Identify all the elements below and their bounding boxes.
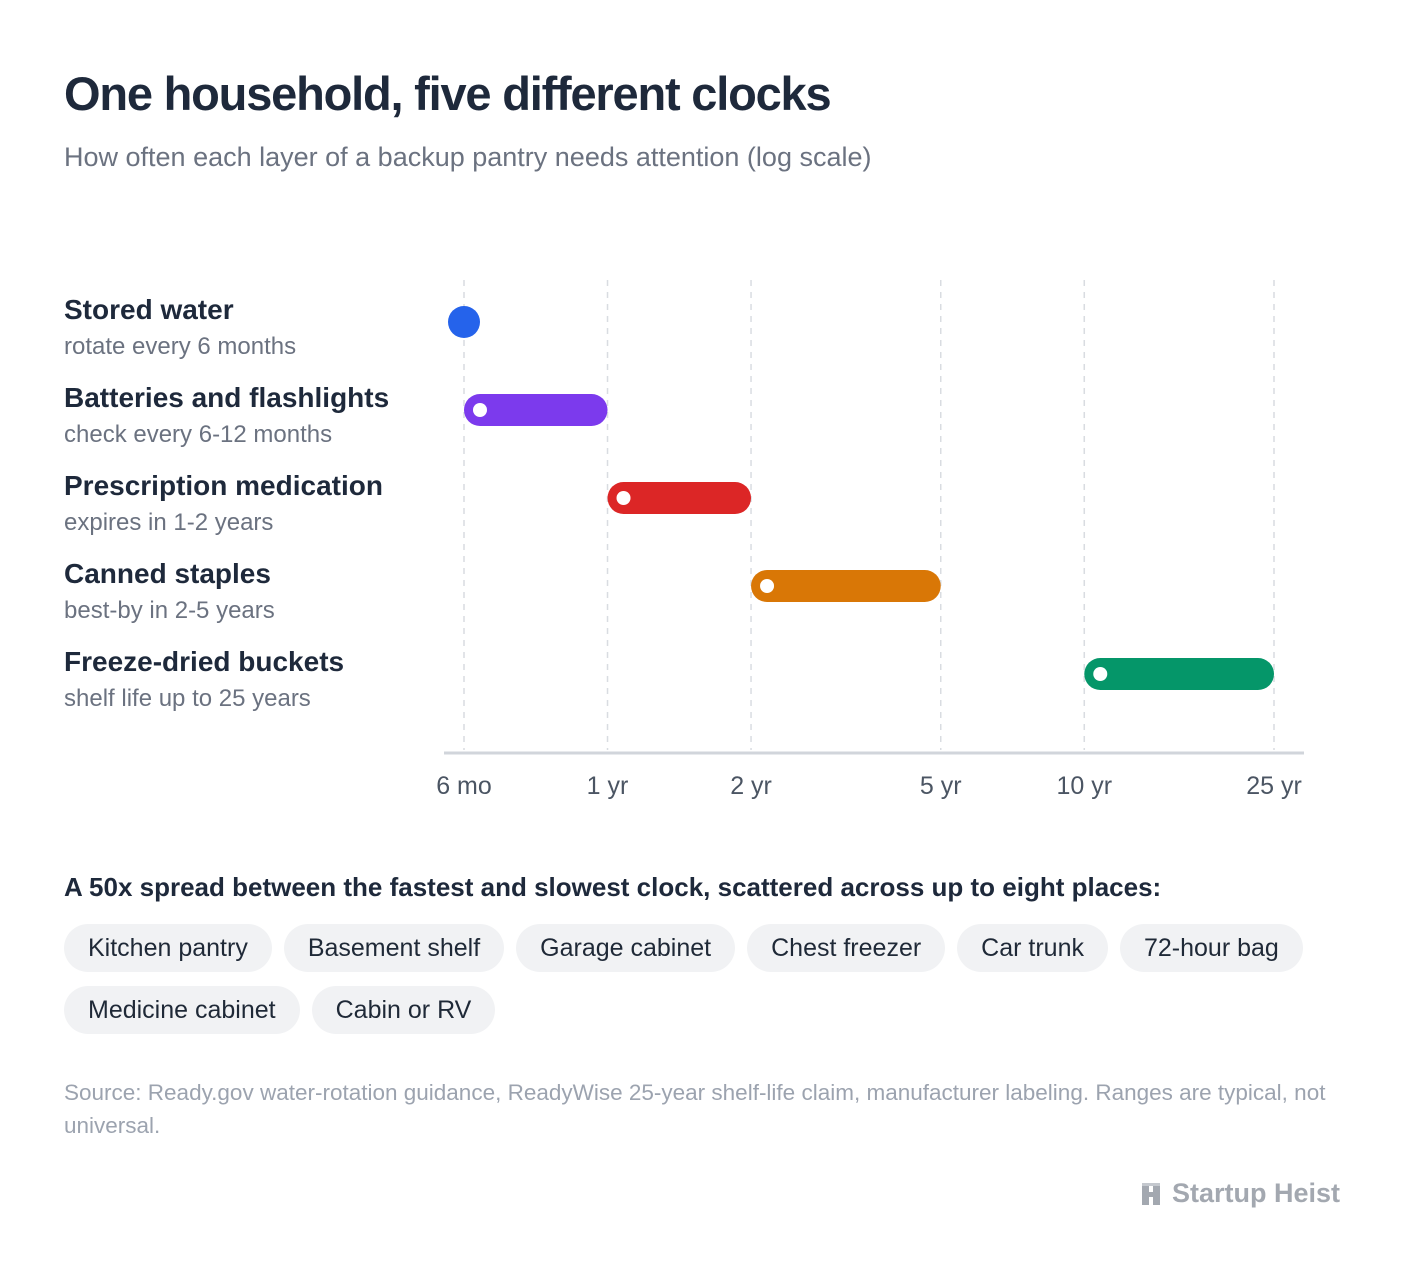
range-bar xyxy=(607,482,752,514)
chart-row: Canned staples best-by in 2-5 years xyxy=(64,558,941,624)
range-start-dot xyxy=(616,491,631,505)
page-subtitle: How often each layer of a backup pantry … xyxy=(64,142,872,172)
row-note: expires in 1-2 years xyxy=(64,509,273,536)
range-bar xyxy=(1084,658,1274,690)
place-chip: Kitchen pantry xyxy=(64,924,272,972)
source-note: Source: Ready.gov water-rotation guidanc… xyxy=(64,1080,1326,1138)
place-chip: Chest freezer xyxy=(747,924,946,972)
brand-name: Startup Heist xyxy=(1171,1178,1340,1208)
place-chip: Medicine cabinet xyxy=(64,986,300,1034)
row-note: best-by in 2-5 years xyxy=(64,597,275,624)
startup-heist-logo-icon xyxy=(1141,1182,1160,1205)
range-point xyxy=(448,306,480,338)
chart-row: Batteries and flashlights check every 6-1… xyxy=(64,382,608,448)
chart-row: Prescription medication expires in 1-2 ye… xyxy=(64,470,752,536)
x-tick-label: 2 yr xyxy=(730,772,772,800)
row-label: Canned staples xyxy=(64,558,271,589)
chart-rows: Stored water rotate every 6 months Batteri… xyxy=(64,294,1274,712)
x-tick-label: 10 yr xyxy=(1056,772,1112,800)
places-heading: A 50x spread between the fastest and slo… xyxy=(64,872,1162,902)
row-note: rotate every 6 months xyxy=(64,333,296,360)
place-chip: Garage cabinet xyxy=(516,924,736,972)
row-label: Prescription medication xyxy=(64,470,383,501)
range-start-dot xyxy=(1093,667,1108,681)
x-axis-ticks: 6 mo 1 yr 2 yr 5 yr 10 yr 25 yr xyxy=(436,772,1302,800)
x-tick-label: 1 yr xyxy=(587,772,629,800)
row-note: shelf life up to 25 years xyxy=(64,685,311,712)
place-chip: Car trunk xyxy=(957,924,1108,972)
row-note: check every 6-12 months xyxy=(64,421,332,448)
x-tick-label: 5 yr xyxy=(920,772,962,800)
range-chart: 6 mo 1 yr 2 yr 5 yr 10 yr 25 yr Stored water r… xyxy=(64,280,1304,800)
range-bar xyxy=(751,570,941,602)
chart-row: Freeze-dried buckets shelf life up to 25 … xyxy=(64,646,1274,712)
range-start-dot xyxy=(760,579,775,593)
place-chip: 72-hour bag xyxy=(1119,924,1303,972)
range-bar xyxy=(464,394,608,426)
range-start-dot xyxy=(473,403,487,417)
place-chip: Basement shelf xyxy=(283,924,505,972)
x-tick-label: 6 mo xyxy=(436,772,492,800)
row-label: Freeze-dried buckets xyxy=(64,646,344,677)
row-label: Batteries and flashlights xyxy=(64,382,389,413)
x-tick-label: 25 yr xyxy=(1246,772,1302,800)
place-chip: Cabin or RV xyxy=(311,986,496,1034)
page-title: One household, five different clocks xyxy=(64,67,832,120)
chart-row: Stored water rotate every 6 months xyxy=(64,294,480,360)
places-chip-list: Kitchen pantry Basement shelf Garage cabin… xyxy=(64,924,1354,1034)
row-label: Stored water xyxy=(64,294,234,325)
brand-logo: Startup Heist xyxy=(1138,1178,1340,1209)
